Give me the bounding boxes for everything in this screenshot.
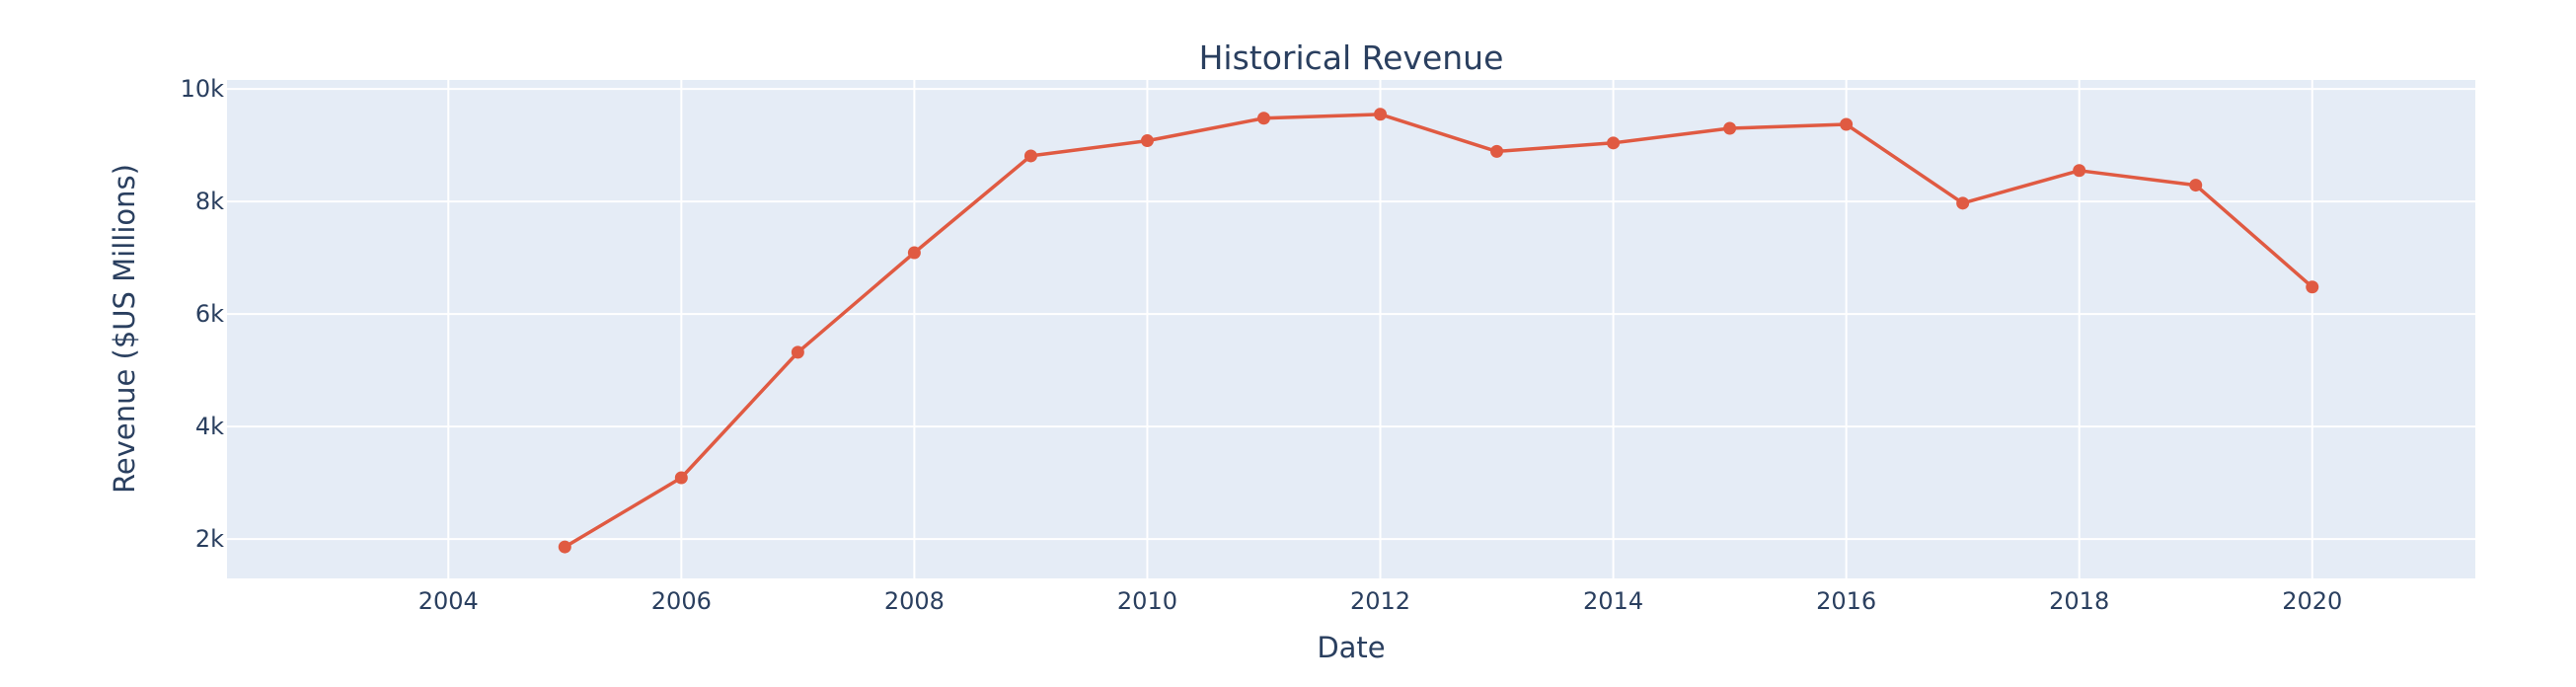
- y-tick-label: 8k: [195, 188, 224, 215]
- data-point: [558, 540, 571, 554]
- data-point: [1140, 134, 1154, 148]
- y-axis-title: Revenue ($US Millions): [108, 164, 141, 494]
- data-point: [674, 471, 688, 485]
- gridlines: [227, 80, 2475, 578]
- x-tick-label: 2016: [1816, 587, 1876, 615]
- data-point: [1023, 149, 1037, 163]
- data-point: [2189, 179, 2203, 192]
- data-point: [1840, 117, 1854, 131]
- data-point: [1490, 144, 1504, 158]
- y-tick-label: 2k: [195, 525, 224, 553]
- x-tick-label: 2008: [884, 587, 945, 615]
- x-tick-label: 2012: [1350, 587, 1410, 615]
- data-point: [1607, 136, 1621, 150]
- x-tick-label: 2010: [1117, 587, 1177, 615]
- plot-area: [227, 80, 2475, 578]
- x-tick-label: 2018: [2049, 587, 2109, 615]
- data-point: [791, 345, 804, 359]
- y-axis-ticks: 2k 4k 6k 8k 10k: [181, 75, 225, 553]
- data-point: [1256, 112, 1270, 125]
- data-point: [2073, 164, 2086, 178]
- y-tick-label: 6k: [195, 300, 224, 328]
- chart-title: Historical Revenue: [1199, 38, 1504, 77]
- data-point: [1956, 196, 1970, 210]
- x-axis-ticks: 2004 2006 2008 2010 2012 2014 2016 2018 2020: [418, 587, 2343, 615]
- x-axis-title: Date: [1317, 631, 1385, 664]
- data-points: [558, 108, 2319, 554]
- x-tick-label: 2004: [418, 587, 479, 615]
- data-point: [907, 246, 921, 260]
- x-tick-label: 2006: [651, 587, 712, 615]
- data-point: [1723, 121, 1737, 135]
- y-tick-label: 4k: [195, 413, 224, 440]
- data-point: [1374, 108, 1388, 121]
- revenue-line: [564, 113, 2313, 549]
- x-tick-label: 2014: [1583, 587, 1643, 615]
- data-point: [2306, 280, 2319, 294]
- x-tick-label: 2020: [2282, 587, 2342, 615]
- y-tick-label: 10k: [181, 75, 225, 103]
